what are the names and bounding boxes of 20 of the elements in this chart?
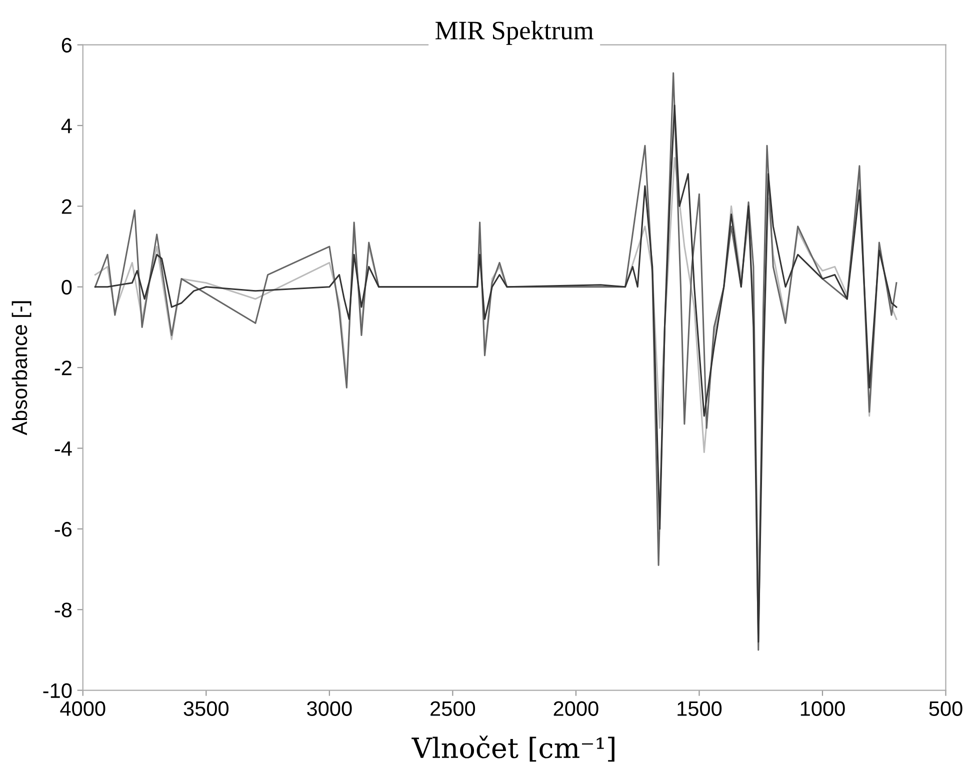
- x-axis-title: Vlnočet [cm⁻¹]: [412, 736, 614, 762]
- y-tick-label: -8: [54, 602, 72, 618]
- x-tick-label: 1000: [800, 701, 845, 716]
- y-tick-label: -6: [54, 522, 72, 537]
- chart-title: MIR Spektrum: [436, 20, 594, 45]
- y-tick-label: 0: [62, 280, 72, 295]
- x-tick-label: 500: [929, 701, 962, 716]
- y-tick-label: -2: [54, 360, 72, 376]
- x-tick-label: 3500: [184, 701, 229, 716]
- x-tick-label: 4000: [60, 701, 106, 716]
- x-tick-label: 2500: [430, 701, 476, 716]
- y-tick-label: 4: [61, 118, 72, 134]
- y-tick-label: 6: [62, 38, 72, 53]
- y-tick-label: -4: [54, 441, 72, 456]
- x-tick-label: 1500: [678, 701, 722, 716]
- x-tick-label: 2000: [554, 701, 598, 716]
- y-tick-label: 2: [62, 199, 72, 214]
- y-axis-title: Absorbance [-]: [12, 301, 32, 436]
- y-tick-label: -10: [43, 683, 72, 698]
- x-tick-label: 3000: [307, 701, 352, 716]
